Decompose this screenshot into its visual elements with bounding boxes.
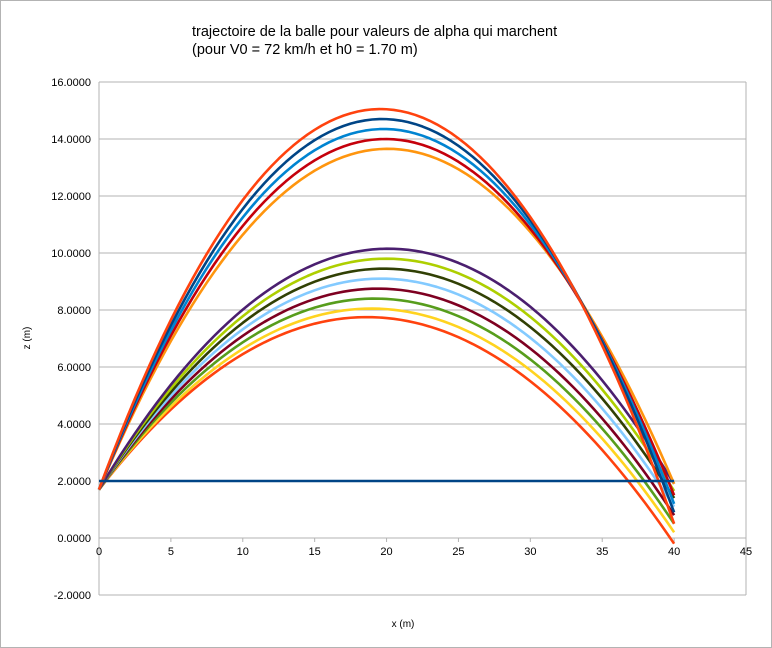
y-tick-label: -2.0000 xyxy=(54,590,91,602)
trajectory-series-line xyxy=(97,247,676,491)
trajectory-series-line xyxy=(97,267,676,499)
x-tick-label: 35 xyxy=(596,546,608,558)
trajectory-series-line xyxy=(97,287,676,516)
x-tick-label: 45 xyxy=(740,546,752,558)
x-tick-label: 0 xyxy=(96,546,102,558)
trajectory-series-line xyxy=(97,315,676,545)
y-tick-label: 12.0000 xyxy=(51,191,91,203)
x-tick-label: 5 xyxy=(168,546,174,558)
chart-title: trajectoire de la balle pour valeurs de … xyxy=(192,23,557,59)
y-tick-label: 6.0000 xyxy=(57,362,91,374)
grid xyxy=(99,81,746,596)
trajectory-series-line xyxy=(97,307,676,534)
x-tick-label: 10 xyxy=(237,546,249,558)
trajectory-series-line xyxy=(97,277,676,508)
x-tick-label: 25 xyxy=(452,546,464,558)
y-tick-label: 0.0000 xyxy=(57,533,91,545)
x-tick-label: 40 xyxy=(668,546,680,558)
chart-title-line-1: trajectoire de la balle pour valeurs de … xyxy=(192,24,558,40)
trajectory-series-line xyxy=(97,107,676,525)
series-lines xyxy=(97,107,676,545)
x-tick-label: 20 xyxy=(380,546,392,558)
y-axis-label: z (m) xyxy=(22,327,33,350)
x-tick-label: 30 xyxy=(524,546,536,558)
y-tick-label: 4.0000 xyxy=(57,419,91,431)
trajectory-series-line xyxy=(97,257,676,492)
y-tick-label: 2.0000 xyxy=(57,476,91,488)
x-tick-label: 15 xyxy=(309,546,321,558)
y-tick-label: 10.0000 xyxy=(51,248,91,260)
y-tick-label: 14.0000 xyxy=(51,134,91,146)
chart-title-line-2: (pour V0 = 72 km/h et h0 = 1.70 m) xyxy=(192,42,418,58)
y-tick-label: 8.0000 xyxy=(57,305,91,317)
x-axis-label: x (m) xyxy=(392,619,415,630)
tick-labels: -2.0000 0.0000 2.0000 4.0000 6.0000 8.0000 10.… xyxy=(51,77,752,602)
y-tick-label: 16.0000 xyxy=(51,77,91,89)
trajectory-series-line xyxy=(97,297,676,525)
axes xyxy=(98,82,747,595)
